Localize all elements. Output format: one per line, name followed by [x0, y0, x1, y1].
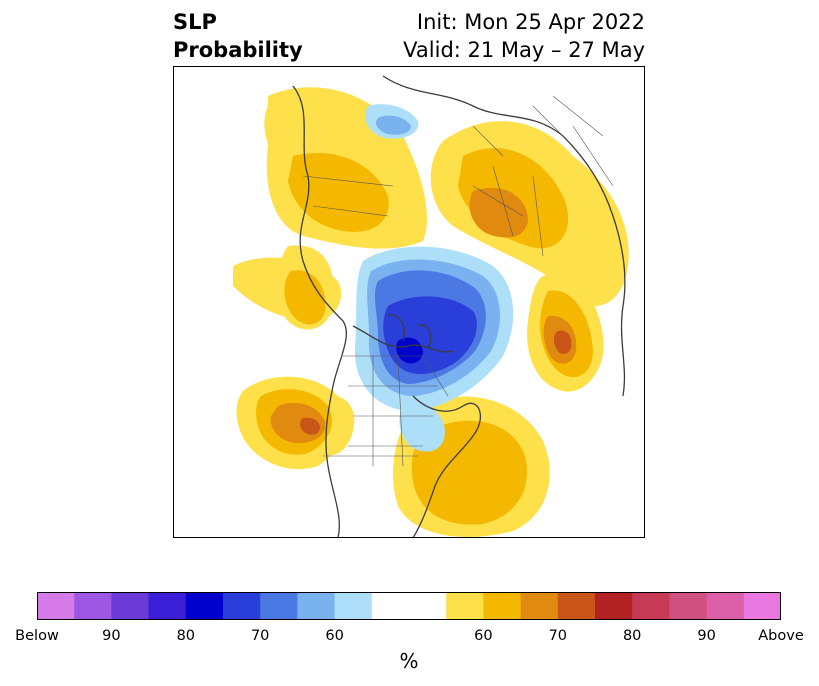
probability-map [173, 66, 645, 538]
colorbar-tick-label: Above [758, 628, 804, 644]
colorbar-segment [371, 592, 410, 620]
colorbar-segment [595, 592, 633, 620]
colorbar-tick-label: Below [15, 628, 59, 644]
map-title: SLP Probability [173, 8, 303, 64]
title-line-1: SLP [173, 10, 217, 34]
colorbar-unit: % [399, 649, 419, 673]
forecast-dates: Init: Mon 25 Apr 2022 Valid: 21 May – 27… [403, 8, 645, 64]
colorbar-segment [334, 592, 373, 620]
colorbar-tick-label: 80 [176, 628, 196, 644]
colorbar-tick-label: 70 [548, 628, 568, 644]
title-line-2: Probability [173, 38, 303, 62]
colorbar-segment [669, 592, 708, 620]
colorbar-segment [185, 592, 224, 620]
colorbar-tick-label: 60 [474, 628, 493, 644]
colorbar-segment [111, 592, 150, 620]
colorbar-tick-label: 90 [102, 628, 121, 644]
colorbar-segment [223, 592, 261, 620]
colorbar-segment [632, 592, 670, 620]
colorbar-tick-label: 70 [250, 628, 270, 644]
colorbar-segment [520, 592, 559, 620]
colorbar-tick-label: 90 [697, 628, 716, 644]
colorbar-segment [260, 592, 298, 620]
colorbar [37, 592, 781, 620]
colorbar-segment [743, 592, 781, 620]
above-normal-high [270, 187, 577, 444]
colorbar-segment [148, 592, 187, 620]
colorbar-tick-label: 80 [622, 628, 642, 644]
colorbar-segment [297, 592, 336, 620]
colorbar-segment [483, 592, 522, 620]
colorbar-segment [37, 592, 75, 620]
coastlines [292, 75, 626, 538]
borders [302, 95, 614, 467]
colorbar-segment [446, 592, 484, 620]
below-normal-high [374, 270, 486, 384]
colorbar-segment [557, 592, 596, 620]
colorbar-segment [706, 592, 745, 620]
valid-range: Valid: 21 May – 27 May [403, 38, 645, 62]
colorbar-tick-label: 60 [325, 628, 344, 644]
init-date: Init: Mon 25 Apr 2022 [416, 10, 645, 34]
colorbar-segment [409, 592, 447, 620]
colorbar-segment [74, 592, 112, 620]
above-region-scandinavia [264, 102, 309, 164]
